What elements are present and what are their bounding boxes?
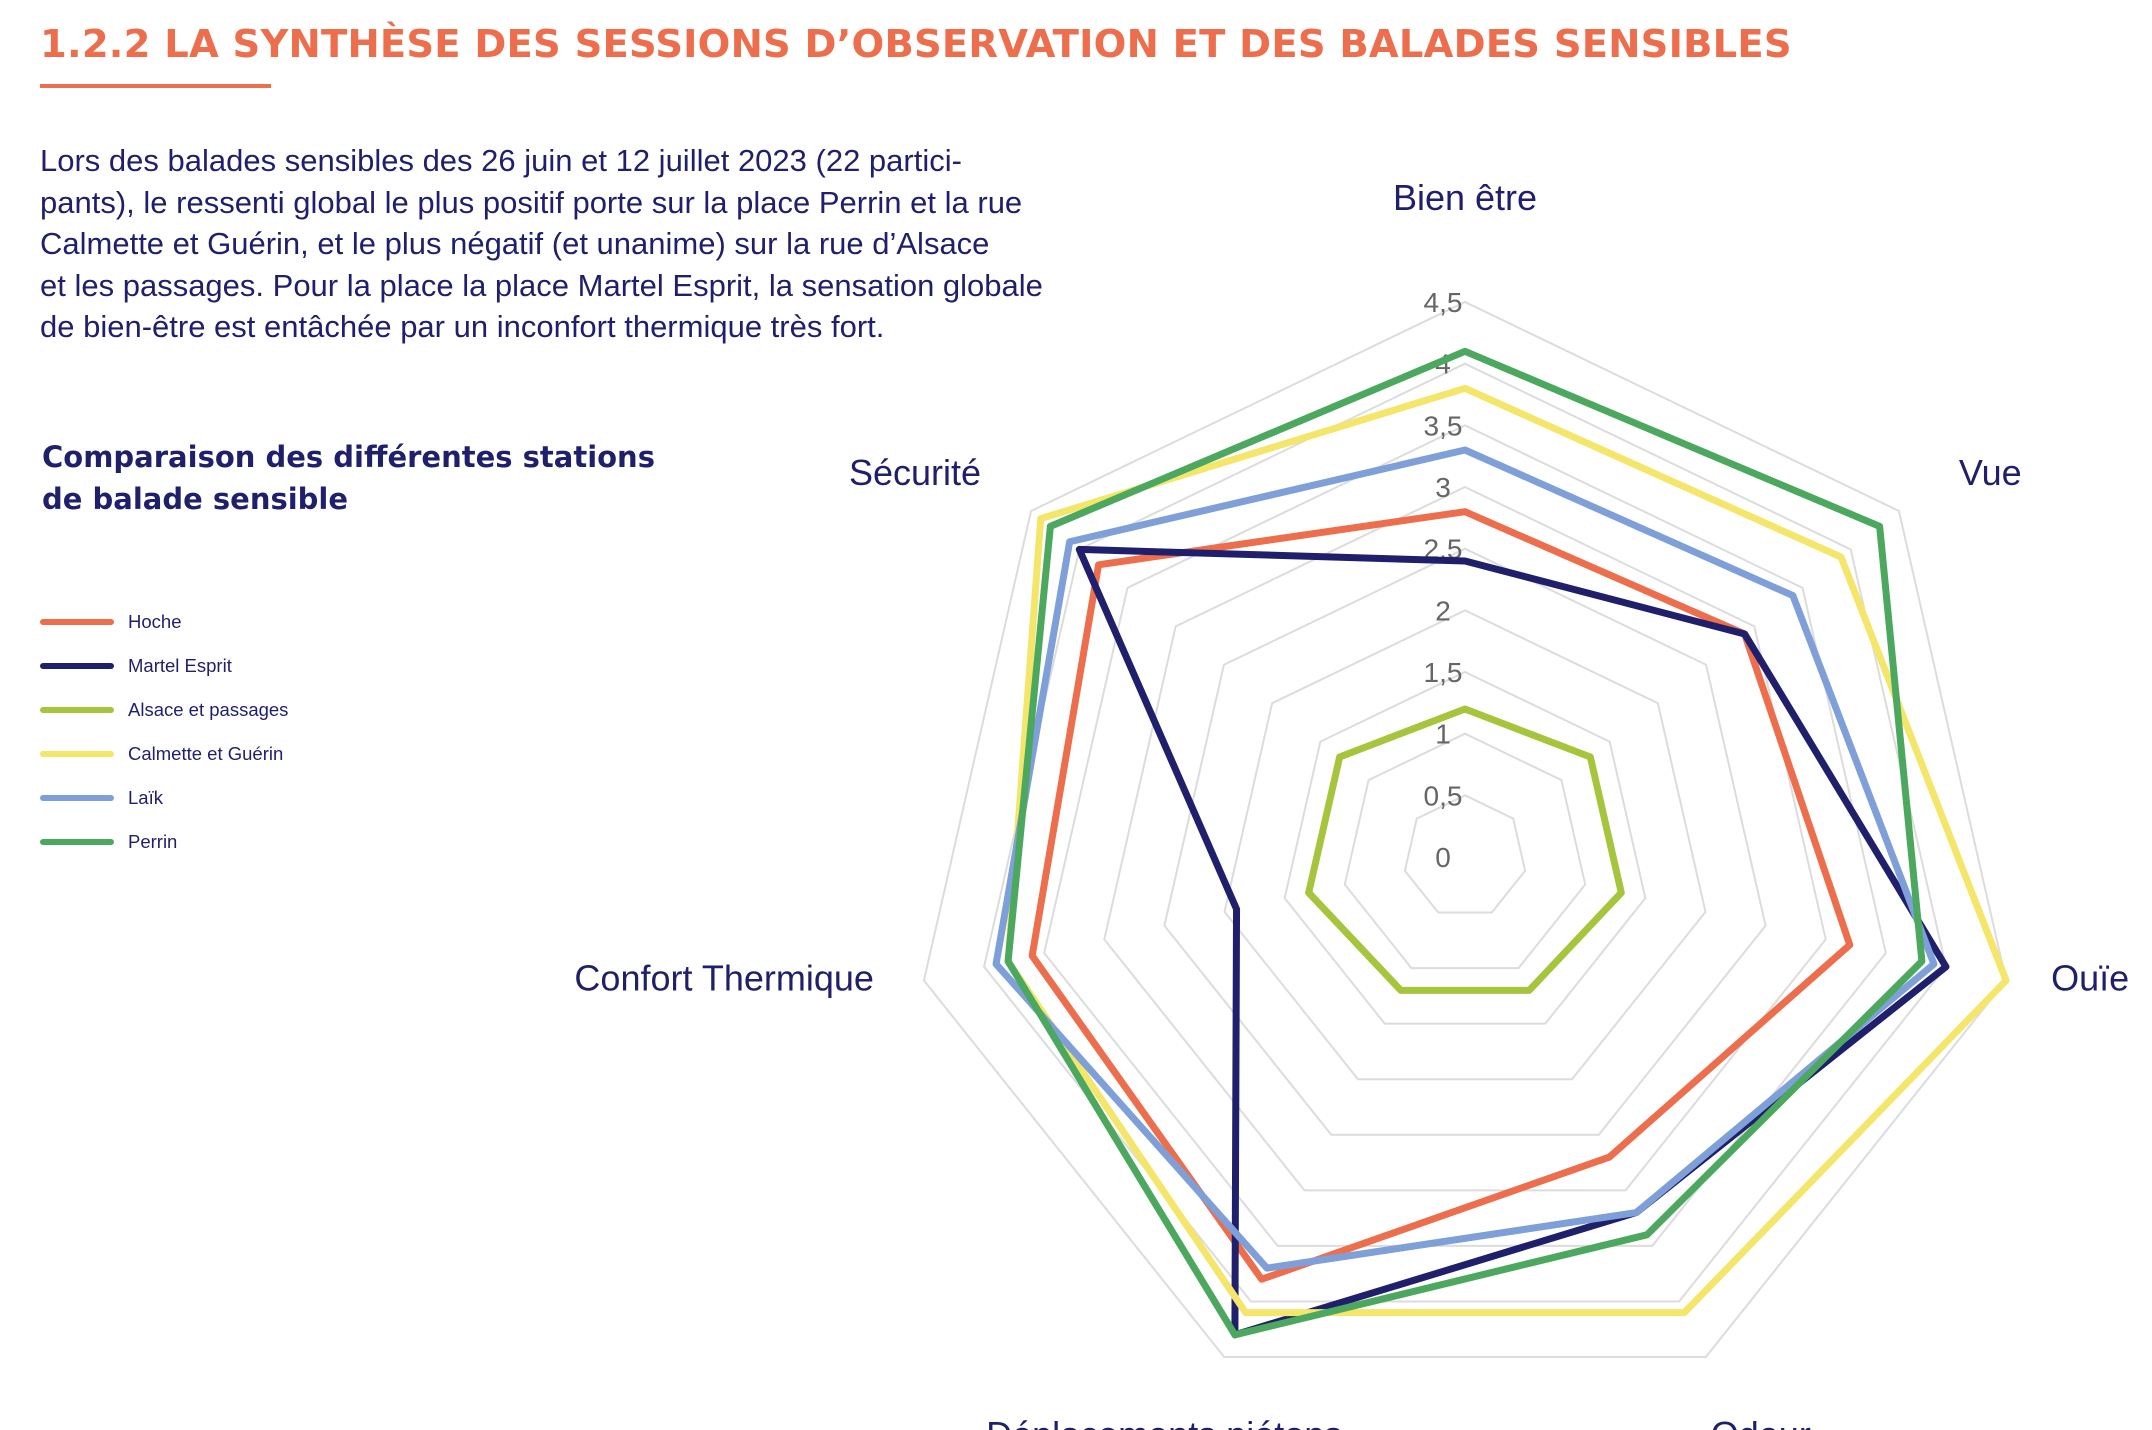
- legend-item-hoche: Hoche: [40, 600, 288, 644]
- tick-label: 0: [1435, 842, 1451, 873]
- tick-label: 2: [1435, 595, 1451, 626]
- chart-legend: Hoche Martel Esprit Alsace et passages C…: [40, 600, 288, 864]
- tick-label: 3,5: [1424, 410, 1463, 441]
- tick-label: 3: [1435, 472, 1451, 503]
- grid-ring: [922, 300, 2008, 1359]
- legend-label: Alsace et passages: [128, 699, 289, 720]
- legend-item-alsace-et-passages: Alsace et passages: [40, 688, 288, 732]
- legend-item-calmette-et-guerin: Calmette et Guérin: [40, 732, 288, 776]
- legend-label: Martel Esprit: [128, 655, 232, 676]
- intro-line: et les passages. Pour la place la place …: [40, 267, 1043, 303]
- axis-label: Bien être: [1393, 177, 1537, 218]
- grid-ring: [1283, 670, 1647, 1025]
- legend-item-perrin: Perrin: [40, 820, 288, 864]
- intro-line: Calmette et Guérin, et le plus négatif (…: [40, 226, 990, 261]
- grid-ring: [1163, 547, 1767, 1136]
- axis-label: Sécurité: [849, 452, 981, 493]
- section-heading: 1.2.2 LA SYNTHÈSE DES SESSIONS D’OBSERVA…: [40, 22, 1792, 67]
- axis-label: Confort Thermique: [574, 957, 873, 998]
- tick-label: 0,5: [1424, 780, 1463, 811]
- chart-subtitle: Comparaison des différentes stations de …: [42, 440, 655, 516]
- legend-item-martel-esprit: Martel Esprit: [40, 644, 288, 688]
- grid-ring: [1103, 485, 1827, 1192]
- series-line-martel-esprit: [1075, 545, 1950, 1339]
- series-line-alsace-et-passages: [1305, 705, 1625, 994]
- series-line-hoche: [1028, 508, 1854, 1283]
- legend-swatch: [40, 663, 114, 669]
- legend-swatch: [40, 707, 114, 713]
- legend-swatch: [40, 751, 114, 757]
- legend-label: Perrin: [128, 831, 178, 852]
- intro-line: pants), le ressenti global le plus posit…: [40, 184, 1023, 220]
- legend-swatch: [40, 795, 114, 801]
- intro-paragraph: Lors des balades sensibles des 26 juin e…: [40, 140, 1100, 348]
- legend-swatch: [40, 839, 114, 845]
- legend-label: Hoche: [128, 611, 182, 632]
- grid-ring: [1223, 609, 1707, 1081]
- series-line-perrin: [1004, 347, 1926, 1339]
- tick-label: 1,5: [1424, 657, 1463, 688]
- axis-label: Vue: [1959, 452, 2022, 493]
- tick-label: 1: [1435, 719, 1451, 750]
- legend-item-laik: Laïk: [40, 776, 288, 820]
- intro-line: Lors des balades sensibles des 26 juin e…: [40, 143, 962, 178]
- axis-label: Ouïe: [2051, 957, 2129, 998]
- heading-underline: [40, 84, 271, 88]
- series-line-la-k: [992, 446, 1938, 1272]
- grid-ring: [1403, 794, 1527, 914]
- legend-label: Calmette et Guérin: [128, 743, 284, 764]
- legend-swatch: [40, 619, 114, 625]
- axis-label: Odeur: [1711, 1414, 1811, 1430]
- axis-label: Déplacements piétons: [986, 1414, 1342, 1430]
- legend-label: Laïk: [128, 787, 163, 808]
- intro-line: de bien-être est entâchée par un inconfo…: [40, 309, 885, 344]
- grid-ring: [1343, 732, 1587, 970]
- tick-label: 4,5: [1424, 287, 1463, 318]
- series-line-calmette-et-gu-rin: [1004, 384, 2010, 1317]
